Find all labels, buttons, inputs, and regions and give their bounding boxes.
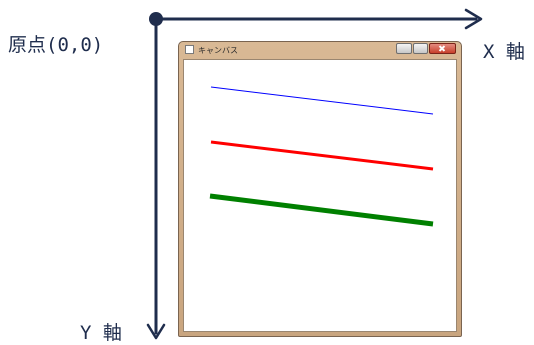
y-axis-arrowhead <box>146 323 166 340</box>
canvas-area <box>183 59 457 332</box>
x-axis-arrowhead <box>464 8 483 30</box>
origin-label: 原点(0,0) <box>8 34 104 56</box>
canvas-window: キャンバス <box>178 41 462 337</box>
maximize-button[interactable] <box>413 43 428 54</box>
window-controls <box>396 43 456 54</box>
blue-line <box>210 86 434 115</box>
window-app-icon <box>185 45 194 54</box>
origin-dot <box>149 12 163 26</box>
red-line <box>210 140 434 171</box>
y-axis-label: Y 軸 <box>80 322 122 344</box>
minimize-button[interactable] <box>396 43 412 54</box>
close-button[interactable] <box>429 43 456 54</box>
window-title: キャンバス <box>198 46 238 55</box>
green-line <box>209 193 434 227</box>
x-axis-label: X 軸 <box>483 41 525 63</box>
window-title-bar[interactable]: キャンバス <box>179 42 461 59</box>
